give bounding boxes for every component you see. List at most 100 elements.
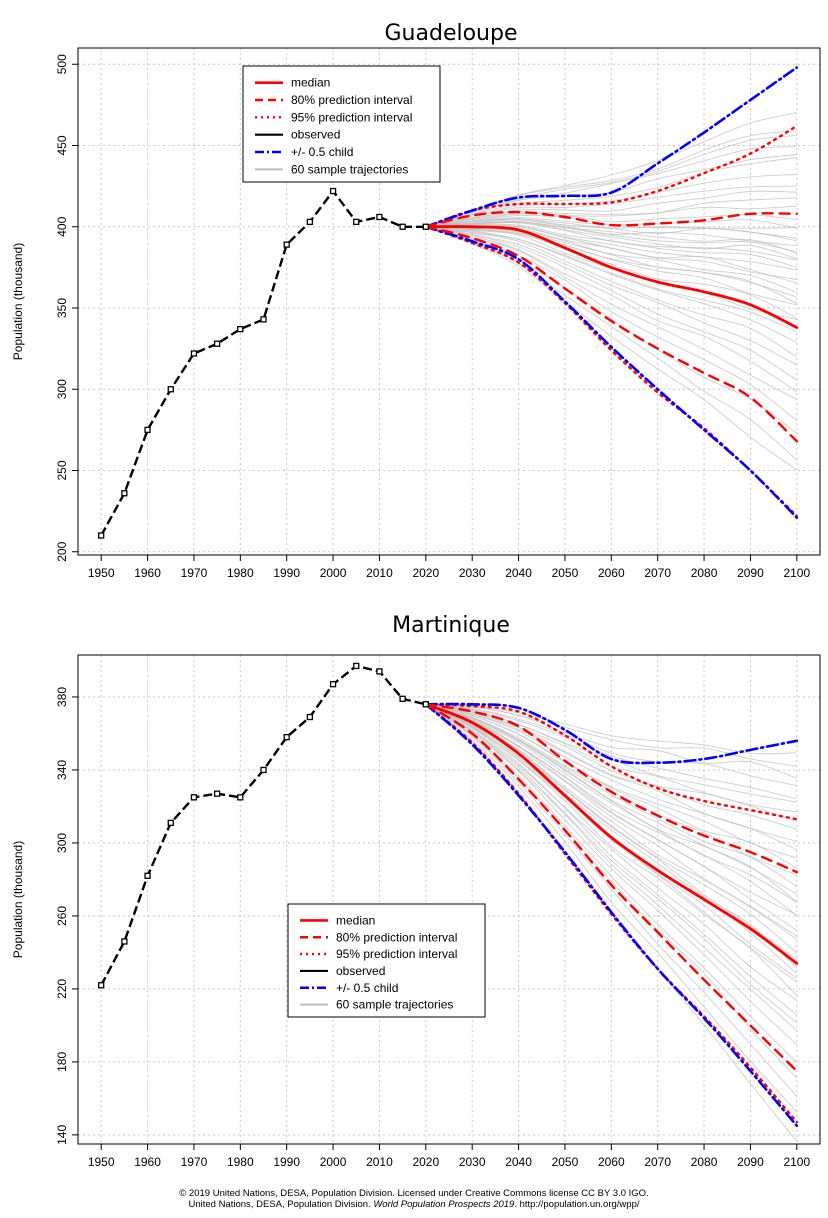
half-child-upper-line xyxy=(424,702,799,765)
legend-label: 95% prediction interval xyxy=(336,947,457,961)
x-tick-label: 2050 xyxy=(552,566,579,580)
sample-trajectory-line xyxy=(425,226,797,343)
sample-trajectory-line xyxy=(425,703,798,1064)
legend-box xyxy=(242,65,441,183)
observed-point xyxy=(121,490,128,497)
observed-point xyxy=(121,938,128,945)
y-tick-label: 380 xyxy=(55,687,69,707)
observed-point xyxy=(98,982,105,989)
observed-point xyxy=(306,218,314,226)
sample-trajectory-line xyxy=(425,226,797,304)
observed-point xyxy=(98,532,105,539)
footer-line-2-prefix: United Nations, DESA, Population Divisio… xyxy=(188,1199,371,1210)
x-tick-label: 2080 xyxy=(691,1155,718,1169)
observed-point xyxy=(190,794,198,801)
x-tick-label: 1990 xyxy=(273,1155,300,1169)
x-tick-label: 1950 xyxy=(88,1155,115,1169)
y-tick-label: 180 xyxy=(55,1052,69,1072)
sample-trajectory-line xyxy=(425,703,797,787)
x-tick-label: 2050 xyxy=(552,1155,579,1169)
sample-trajectory-line xyxy=(425,226,798,421)
observed-point xyxy=(237,325,244,333)
observed-point xyxy=(353,662,360,670)
sample-trajectory-line xyxy=(425,703,798,903)
sample-trajectory-line xyxy=(425,703,798,983)
sample-trajectory-line xyxy=(425,703,798,916)
observed-point xyxy=(213,340,221,347)
y-tick-label: 140 xyxy=(55,1125,69,1145)
half-child-lower-line xyxy=(424,225,799,519)
sample-trajectory-line xyxy=(425,226,798,471)
legend-label: median xyxy=(291,76,330,90)
legend: median 80% prediction interval 95% predict… xyxy=(242,65,441,183)
observed-point xyxy=(422,223,429,230)
chart-panel-2: Martinique 1950 1960 1970 1980 1990 2000 2010 20… xyxy=(11,613,821,1169)
x-tick-label: 2020 xyxy=(412,1155,439,1169)
y-axis-label: Population (thousand) xyxy=(11,841,25,958)
sample-trajectory-line xyxy=(425,703,798,1113)
sample-trajectory-line xyxy=(425,703,797,916)
sample-trajectory-line xyxy=(425,703,798,960)
x-tick-label: 1960 xyxy=(134,1155,161,1169)
sample-trajectory-line xyxy=(425,190,797,228)
x-tick-label: 1980 xyxy=(227,566,254,580)
footer-line-2-suffix: . http://population.un.org/wpp/ xyxy=(514,1199,640,1210)
sample-trajectory-line xyxy=(425,226,798,393)
legend-label: 60 sample trajectories xyxy=(336,998,453,1012)
observed-point xyxy=(167,386,174,393)
median-line xyxy=(424,702,799,965)
legend: median 80% prediction interval 95% predict… xyxy=(287,903,486,1018)
x-tick-label: 2060 xyxy=(598,1155,625,1169)
pi80-lower-line xyxy=(424,225,798,443)
observed-point xyxy=(144,426,151,434)
sample-trajectory-line xyxy=(425,703,798,1097)
footer-line-2: United Nations, DESA, Population Divisio… xyxy=(0,1199,828,1210)
x-tick-label: 2000 xyxy=(320,1155,347,1169)
sample-trajectory-line xyxy=(425,226,797,333)
plot-frame xyxy=(77,654,821,1145)
legend-label: +/- 0.5 child xyxy=(336,981,398,995)
observed-point xyxy=(283,241,290,248)
x-tick-label: 2070 xyxy=(644,566,671,580)
legend-label: median xyxy=(336,913,375,927)
pi80-upper-line xyxy=(424,210,798,228)
sample-trajectory-line xyxy=(425,205,797,228)
observed-point xyxy=(329,187,337,195)
observed-point xyxy=(399,223,406,230)
observed-point xyxy=(213,790,221,797)
sample-trajectory-line xyxy=(425,219,797,247)
legend-label: observed xyxy=(336,964,385,978)
x-tick-label: 2030 xyxy=(459,566,486,580)
legend-label: 80% prediction interval xyxy=(291,93,412,107)
sample-trajectory-line xyxy=(425,703,797,800)
y-tick-label: 450 xyxy=(55,135,69,155)
sample-trajectory-line xyxy=(425,703,798,1016)
sample-trajectories xyxy=(425,112,798,471)
y-tick-label: 340 xyxy=(55,760,69,780)
legend-label: 60 sample trajectories xyxy=(291,162,408,176)
legend-label: 95% prediction interval xyxy=(291,110,412,124)
observed-point xyxy=(353,218,360,226)
x-tick-label: 2090 xyxy=(737,566,764,580)
observed-point xyxy=(190,350,198,357)
sample-trajectory-line xyxy=(425,703,798,1024)
legend-label: +/- 0.5 child xyxy=(291,145,353,159)
y-axis-label: Population (thousand) xyxy=(11,243,25,360)
sample-trajectory-line xyxy=(425,703,798,1046)
pi80-upper-line xyxy=(424,703,798,874)
y-tick-label: 300 xyxy=(55,379,69,399)
sample-trajectory-line xyxy=(425,703,797,851)
y-tick-label: 400 xyxy=(55,216,69,236)
observed-point xyxy=(260,766,267,774)
y-tick-label: 220 xyxy=(55,979,69,999)
x-tick-label: 2070 xyxy=(644,1155,671,1169)
plot-frame xyxy=(77,47,821,556)
x-tick-label: 2080 xyxy=(691,566,718,580)
x-tick-label: 2030 xyxy=(459,1155,486,1169)
sample-trajectory-line xyxy=(425,703,797,767)
x-tick-label: 2040 xyxy=(505,566,532,580)
y-tick-label: 500 xyxy=(55,54,69,74)
x-tick-label: 2010 xyxy=(366,1155,393,1169)
y-tick-label: 350 xyxy=(55,298,69,318)
